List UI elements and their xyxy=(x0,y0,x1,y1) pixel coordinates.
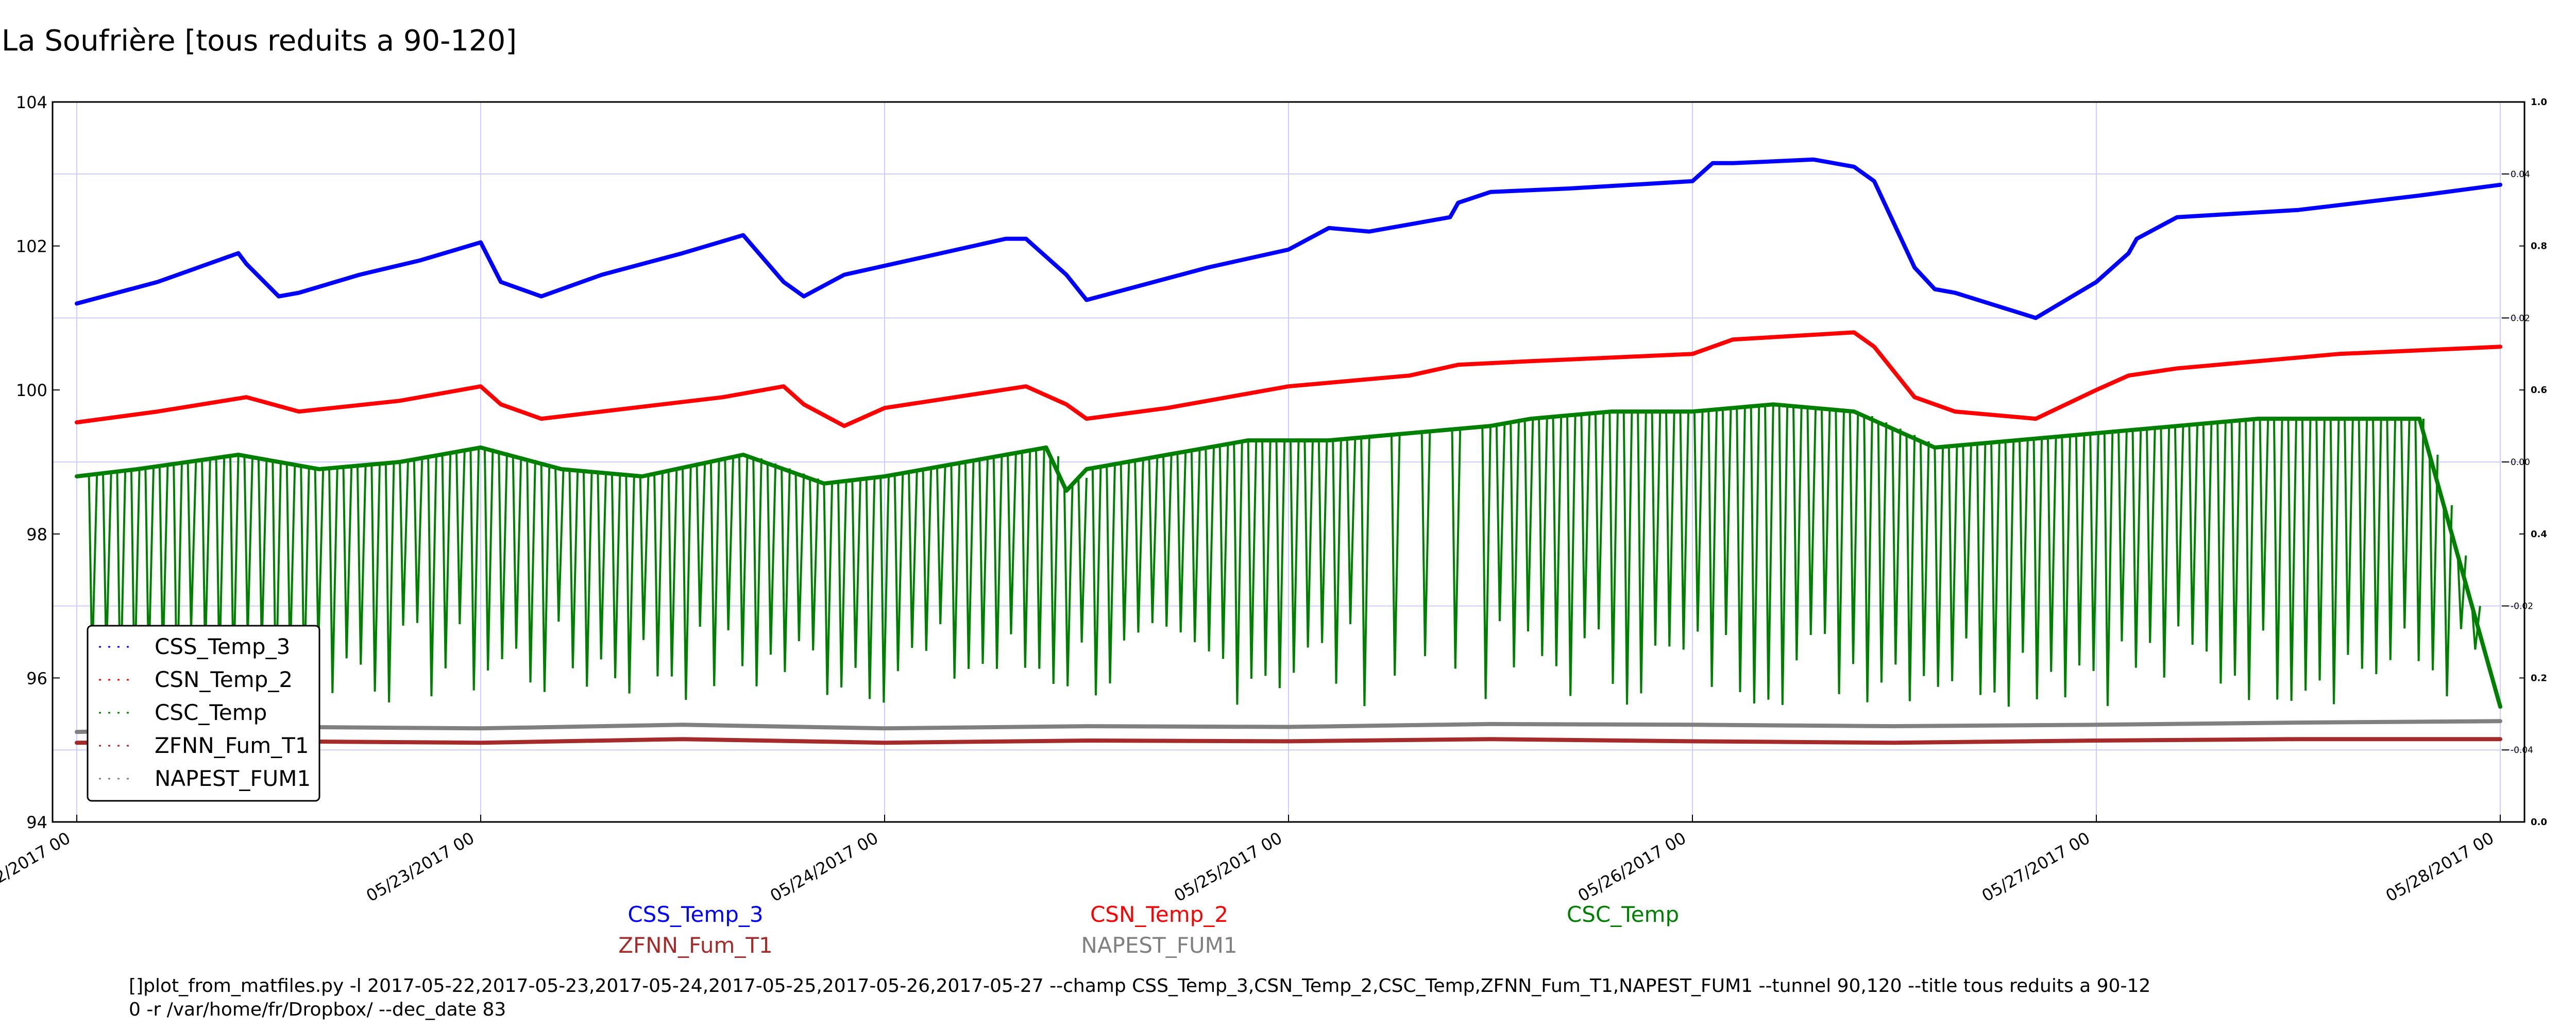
x-tick-label: 05/23/2017 00 xyxy=(363,828,478,906)
y-tick-label: 102 xyxy=(16,237,47,256)
right-tick-label: 0.2 xyxy=(2531,673,2547,683)
inner-tick-label: -0.02 xyxy=(2511,602,2533,612)
series-line-CSN_Temp_2 xyxy=(75,330,2502,428)
y-tick-label: 94 xyxy=(26,813,47,832)
inner-tick-label: 0.02 xyxy=(2511,313,2530,323)
footer-series-label: NAPEST_FUM1 xyxy=(1081,933,1237,958)
y-tick-label: 96 xyxy=(26,668,47,688)
right-tick-label: 0.0 xyxy=(2531,817,2547,828)
chart-title: La Soufrière [tous reduits a 90-120] xyxy=(2,24,517,58)
legend-label: CSC_Temp xyxy=(155,700,267,725)
x-tick-label: 05/28/2017 00 xyxy=(2382,828,2497,906)
footer-series-labels: CSS_Temp_3 CSN_Temp_2 CSC_Temp ZFNN_Fum_T1 N… xyxy=(618,902,1679,958)
inner-tick-label: -0.04 xyxy=(2511,745,2533,756)
series-line-CSS_Temp_3 xyxy=(75,157,2502,320)
inner-tick-label: 0.04 xyxy=(2511,169,2530,180)
series-layer xyxy=(75,157,2502,745)
footer-series-label: CSC_Temp xyxy=(1567,902,1679,927)
x-tick-label: 05/22/2017 00 xyxy=(0,828,74,906)
legend-label: CSN_Temp_2 xyxy=(155,667,293,692)
right-tick-label: 0.8 xyxy=(2531,241,2547,252)
y-tick-label: 100 xyxy=(16,381,47,400)
axis-layer: 05/22/2017 00 05/23/2017 00 05/24/2017 00 0… xyxy=(0,93,2547,906)
series-line-NAPEST_FUM1 xyxy=(75,719,2502,734)
x-tick-label: 05/27/2017 00 xyxy=(1978,828,2093,906)
legend: CSS_Temp_3 CSN_Temp_2 CSC_Temp ZFNN_Fum_T1 N… xyxy=(87,625,320,802)
right-tick-label: 1.0 xyxy=(2531,97,2547,108)
series-drops-CSC_Temp xyxy=(88,405,2481,707)
footer-series-label: CSS_Temp_3 xyxy=(628,902,763,927)
y-tick-label: 104 xyxy=(16,93,47,112)
footer-series-label: ZFNN_Fum_T1 xyxy=(618,933,773,958)
legend-label: NAPEST_FUM1 xyxy=(155,766,311,791)
footer-series-label: CSN_Temp_2 xyxy=(1090,902,1228,927)
inner-tick-label: 0.00 xyxy=(2511,457,2530,468)
series-line-ZFNN_Fum_T1 xyxy=(75,737,2502,745)
legend-frame xyxy=(87,625,320,802)
y-tick-label: 98 xyxy=(26,525,47,544)
x-tick-label: 05/24/2017 00 xyxy=(767,828,882,906)
x-tick-label: 05/25/2017 00 xyxy=(1171,828,1285,906)
right-tick-label: 0.4 xyxy=(2531,529,2547,540)
legend-label: ZFNN_Fum_T1 xyxy=(155,733,309,758)
legend-label: CSS_Temp_3 xyxy=(155,634,290,659)
right-tick-label: 0.6 xyxy=(2531,385,2547,396)
command-line-text: []plot_from_matfiles.py -l 2017-05-22,20… xyxy=(129,975,2151,1020)
x-tick-label: 05/26/2017 00 xyxy=(1574,828,1689,906)
